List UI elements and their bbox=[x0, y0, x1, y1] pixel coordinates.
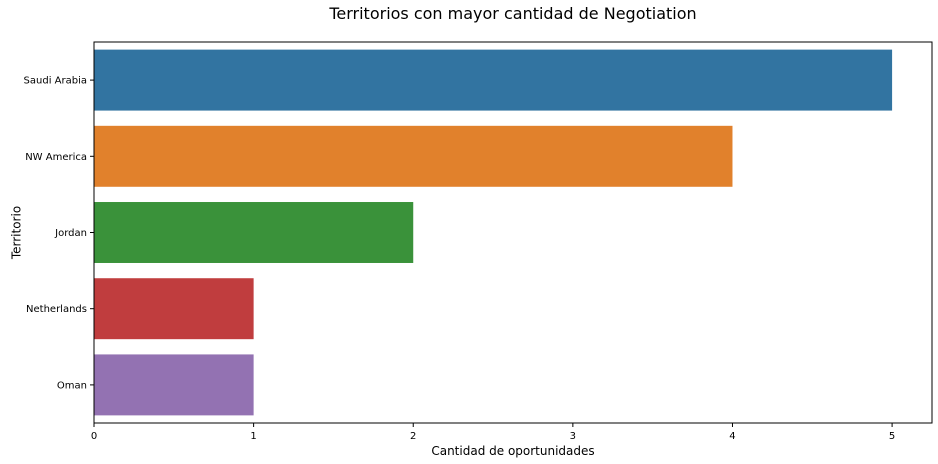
y-tick-label-jordan: Jordan bbox=[54, 228, 87, 239]
x-axis-label: Cantidad de oportunidades bbox=[431, 444, 594, 458]
x-tick-label-1: 1 bbox=[250, 431, 256, 442]
y-axis-label: Territorio bbox=[10, 206, 24, 260]
y-tick-label-nw-america: NW America bbox=[25, 152, 87, 163]
x-tick-label-5: 5 bbox=[889, 431, 895, 442]
bars-group bbox=[94, 49, 893, 416]
y-tick-label-netherlands: Netherlands bbox=[26, 304, 87, 315]
x-tick-label-2: 2 bbox=[410, 431, 416, 442]
bar-netherlands bbox=[94, 278, 254, 340]
x-tick-label-3: 3 bbox=[570, 431, 576, 442]
y-tick-label-oman: Oman bbox=[57, 380, 87, 391]
x-axis-ticks: 0 1 2 3 4 5 bbox=[91, 423, 895, 442]
y-axis-ticks: Saudi Arabia NW America Jordan Netherlands O… bbox=[24, 76, 94, 391]
x-tick-label-0: 0 bbox=[91, 431, 97, 442]
bar-oman bbox=[94, 354, 254, 416]
bar-nw-america bbox=[94, 125, 733, 187]
chart-title: Territorios con mayor cantidad de Negoti… bbox=[329, 4, 697, 23]
bar-saudi-arabia bbox=[94, 49, 893, 111]
y-tick-label-saudi-arabia: Saudi Arabia bbox=[24, 76, 87, 87]
bar-jordan bbox=[94, 202, 414, 263]
x-tick-label-4: 4 bbox=[729, 431, 735, 442]
